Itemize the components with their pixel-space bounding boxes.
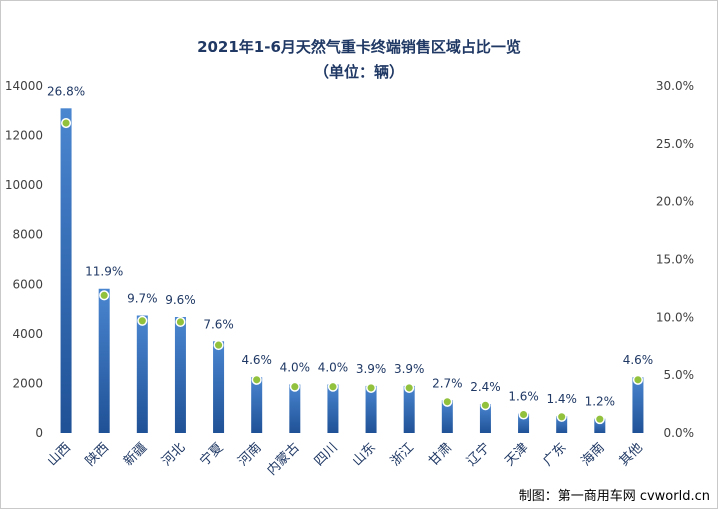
left-tick-label: 14000 [5,79,43,93]
data-label: 4.0% [318,360,349,374]
left-tick-label: 6000 [12,277,43,291]
data-labels-group: 26.8% 11.9% 9.7% 9.6% 7.6% 4.6% 4.0% 4.0% 3.9% 3.… [47,84,653,408]
left-tick-label: 4000 [12,327,43,341]
right-tick-label: 25.0% [656,137,694,151]
chart-title: 2021年1-6月天然气重卡终端销售区域占比一览 [197,38,521,56]
data-label: 4.6% [623,353,654,367]
data-label: 1.4% [546,392,577,406]
percent-marker [61,117,72,129]
percent-marker [404,382,415,393]
bar [289,384,301,433]
bar [594,418,606,433]
bar [556,416,568,433]
left-tick-label: 10000 [5,178,43,192]
right-axis-ticks: 0.0% 5.0% 10.0% 15.0% 20.0% 25.0% 30.0% [656,79,694,440]
source-credit: 制图：第一商用车网 cvworld.cn [519,488,710,504]
percent-marker [213,340,224,351]
data-label: 1.6% [508,390,539,404]
percent-marker [366,382,377,393]
data-label: 26.8% [47,84,85,98]
left-tick-label: 8000 [12,228,43,242]
bar [365,385,377,433]
bar [136,315,148,433]
bar [403,385,415,433]
right-tick-label: 10.0% [656,310,694,324]
right-tick-label: 15.0% [656,253,694,267]
bar [441,400,453,433]
percent-marker [137,315,148,326]
percent-marker [99,290,110,301]
chart-subtitle: （单位：辆） [314,63,404,81]
percent-marker [327,381,338,392]
markers-group [61,117,643,425]
bar [251,377,263,433]
percent-marker [289,381,300,392]
bar [60,108,72,434]
bar [632,377,644,433]
bar [479,404,491,433]
percent-marker [518,409,529,420]
percent-marker [480,400,491,411]
percent-marker [594,414,605,425]
data-label: 9.6% [165,293,196,307]
left-tick-label: 2000 [12,376,43,390]
right-tick-label: 5.0% [664,368,695,382]
bar [174,317,186,433]
bar [327,384,339,433]
data-label: 2.4% [470,380,501,394]
data-label: 4.0% [280,360,311,374]
data-label: 11.9% [85,265,123,279]
data-label: 2.7% [432,376,463,390]
right-tick-label: 0.0% [664,426,695,440]
bars-group [60,108,644,434]
left-axis-ticks: 0 2000 4000 6000 8000 10000 12000 14000 [5,79,43,440]
bar [518,413,530,433]
right-tick-label: 30.0% [656,79,694,93]
left-tick-label: 0 [35,426,43,440]
data-label: 7.6% [203,317,234,331]
data-label: 9.7% [127,292,158,306]
right-tick-label: 20.0% [656,195,694,209]
left-tick-label: 12000 [5,129,43,143]
bar [98,288,110,433]
percent-marker [251,374,262,385]
data-label: 3.9% [356,362,387,376]
data-label: 4.6% [241,353,272,367]
data-label: 1.2% [585,395,616,409]
data-label: 3.9% [394,362,425,376]
bar [213,341,225,433]
percent-marker [442,396,453,407]
percent-marker [175,316,186,328]
percent-marker [556,411,567,422]
percent-marker [632,374,643,385]
